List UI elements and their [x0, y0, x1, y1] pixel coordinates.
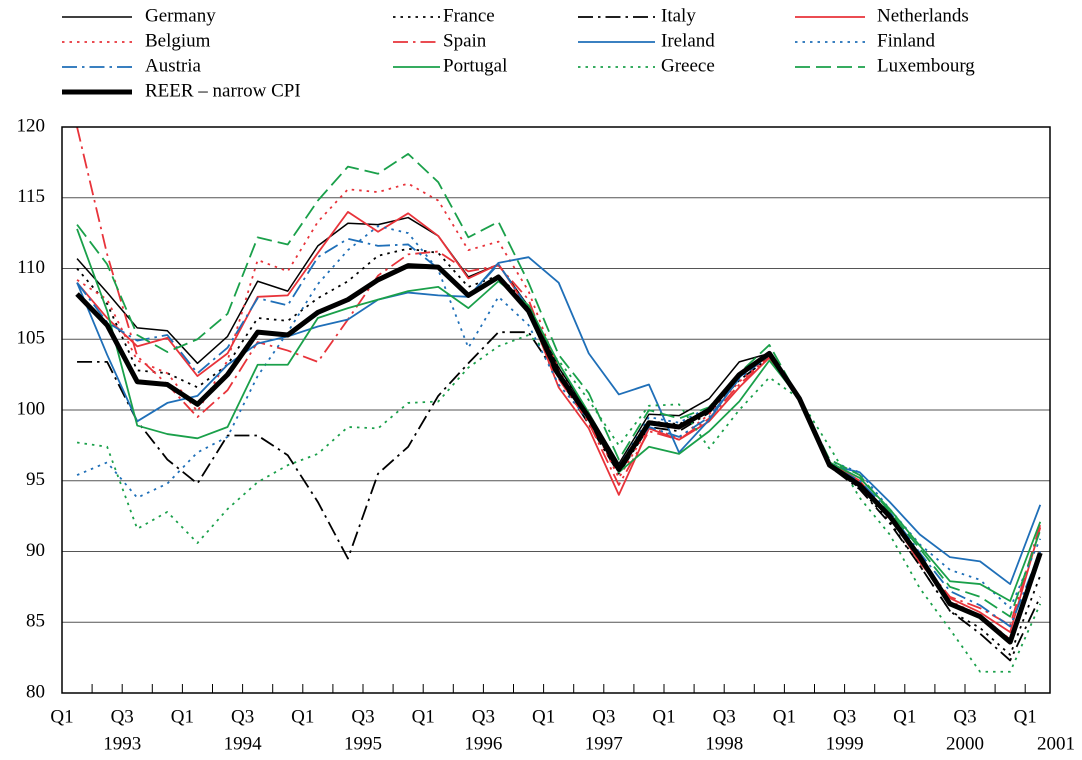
legend-label: France	[443, 5, 495, 26]
x-year-label: 1998	[705, 733, 743, 754]
legend-label: Spain	[443, 30, 487, 51]
x-year-label: 1999	[826, 733, 864, 754]
series-line	[76, 228, 1042, 602]
series-line	[76, 152, 1042, 618]
legend-label: Portugal	[443, 55, 507, 76]
y-tick-label: 85	[26, 611, 45, 632]
x-tick-label: Q3	[351, 706, 374, 727]
x-year-label: 2001	[1037, 733, 1075, 754]
y-tick-label: 110	[17, 257, 45, 278]
series-line	[76, 334, 1042, 673]
x-tick-label: Q3	[953, 706, 976, 727]
legend-label: Ireland	[661, 30, 715, 51]
series-line	[76, 225, 1042, 609]
x-tick-label: Q1	[50, 706, 73, 727]
y-tick-label: 80	[26, 681, 45, 702]
y-tick-label: 95	[26, 469, 45, 490]
legend-label: Greece	[661, 55, 715, 76]
x-tick-label: Q3	[592, 706, 615, 727]
x-tick-label: Q3	[472, 706, 495, 727]
x-year-label: 1994	[224, 733, 263, 754]
legend-label: Finland	[877, 30, 936, 51]
y-tick-label: 105	[17, 328, 46, 349]
series-line	[76, 237, 1042, 628]
x-tick-label: Q1	[652, 706, 675, 727]
legend-label: Austria	[145, 55, 202, 76]
legend-label: Belgium	[145, 30, 211, 51]
series-line	[76, 247, 1042, 656]
x-tick-label: Q1	[291, 706, 314, 727]
x-year-label: 1996	[464, 733, 502, 754]
series-line	[75, 263, 1043, 645]
x-year-label: 1997	[585, 733, 623, 754]
y-tick-label: 115	[17, 186, 45, 207]
legend-label: Italy	[661, 5, 696, 26]
x-tick-label: Q1	[171, 706, 194, 727]
x-year-label: 1995	[344, 733, 382, 754]
legend-label: Luxembourg	[877, 55, 975, 76]
y-tick-label: 100	[17, 398, 46, 419]
legend-label: REER – narrow CPI	[145, 80, 301, 101]
series-line	[76, 182, 1042, 641]
x-tick-label: Q3	[833, 706, 856, 727]
x-tick-label: Q1	[773, 706, 796, 727]
legend-label: Germany	[145, 5, 216, 26]
series-line	[76, 256, 1042, 585]
x-year-label: 2000	[946, 733, 984, 754]
y-tick-label: 90	[26, 540, 45, 561]
x-tick-label: Q3	[713, 706, 736, 727]
y-tick-label: 120	[17, 115, 46, 136]
x-tick-label: Q1	[1014, 706, 1037, 727]
x-tick-label: Q1	[532, 706, 555, 727]
series-line	[77, 331, 1042, 662]
x-tick-label: Q3	[111, 706, 134, 727]
x-tick-label: Q1	[412, 706, 435, 727]
legend-label: Netherlands	[877, 5, 969, 26]
x-tick-label: Q1	[893, 706, 916, 727]
series-line	[76, 211, 1042, 634]
plot-frame	[61, 126, 1051, 694]
x-tick-label: Q3	[231, 706, 254, 727]
x-year-label: 1993	[103, 733, 141, 754]
